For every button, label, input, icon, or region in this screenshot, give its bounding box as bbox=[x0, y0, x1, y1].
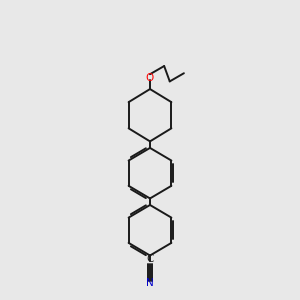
Text: C: C bbox=[146, 254, 154, 263]
Text: N: N bbox=[146, 278, 154, 288]
Text: O: O bbox=[146, 73, 154, 83]
